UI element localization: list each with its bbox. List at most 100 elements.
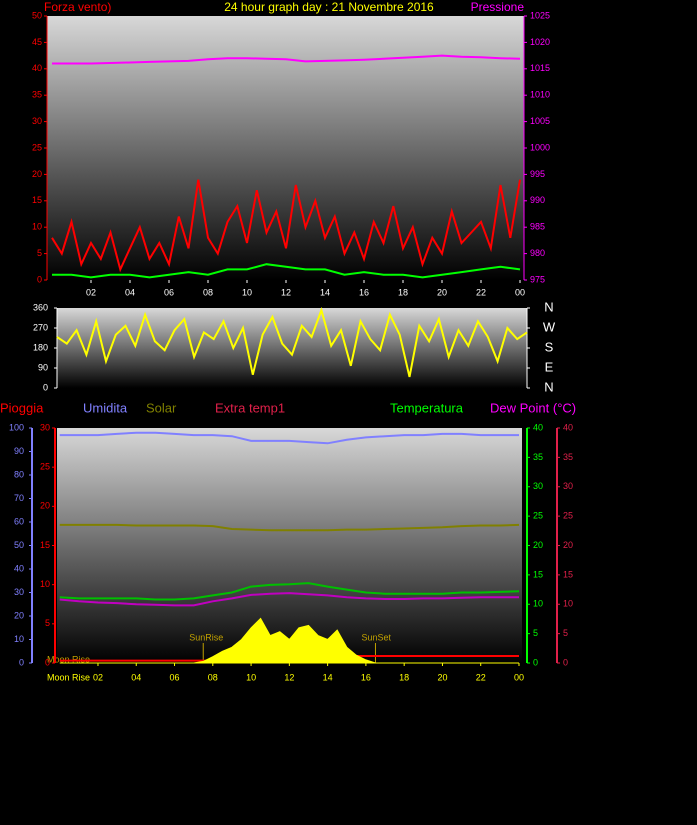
legend-entry: Dew Point (°C)	[490, 400, 576, 415]
y-tick-label: 0	[37, 274, 42, 284]
y-tick-label: 100	[9, 422, 24, 432]
y-tick-label: N	[544, 379, 553, 394]
y-tick-label: 1010	[530, 90, 550, 100]
x-tick-label: 22	[476, 287, 486, 297]
y-tick-label: 20	[14, 610, 24, 620]
x-tick-label: 16	[361, 672, 371, 682]
y-tick-label: 5	[563, 628, 568, 638]
y-tick-label: 90	[38, 362, 48, 372]
y-tick-label: 35	[32, 90, 42, 100]
y-tick-label: 0	[43, 382, 48, 392]
legend-entry: Solar	[146, 400, 177, 415]
y-tick-label: 20	[32, 169, 42, 179]
x-tick-label: 18	[399, 672, 409, 682]
y-tick-label: 20	[533, 540, 543, 550]
y-tick-label: 5	[533, 628, 538, 638]
y-tick-label: W	[543, 319, 556, 334]
y-tick-label: 15	[32, 195, 42, 205]
plot-background	[57, 428, 522, 663]
y-tick-label: 975	[530, 274, 545, 284]
y-tick-label: 985	[530, 222, 545, 232]
y-tick-label: 0	[45, 657, 50, 667]
x-tick-label: 20	[437, 672, 447, 682]
y-tick-label: E	[545, 359, 554, 374]
x-tick-label: 02	[93, 672, 103, 682]
y-tick-label: 30	[563, 481, 573, 491]
y-tick-label: 25	[533, 511, 543, 521]
y-tick-label: 980	[530, 248, 545, 258]
y-tick-label: 1020	[530, 37, 550, 47]
x-tick-label: 14	[320, 287, 330, 297]
y-tick-label: 35	[563, 452, 573, 462]
y-tick-label: 30	[40, 422, 50, 432]
y-tick-label: 40	[32, 63, 42, 73]
x-tick-label: 20	[437, 287, 447, 297]
y-tick-label: 10	[40, 579, 50, 589]
series-line	[52, 54, 521, 65]
x-tick-label: 06	[164, 287, 174, 297]
series-line	[59, 582, 520, 601]
y-tick-label: 180	[33, 342, 48, 352]
y-tick-label: N	[544, 299, 553, 314]
x-tick-label: 22	[476, 672, 486, 682]
x-tick-label: 14	[323, 672, 333, 682]
y-tick-label: 1025	[530, 10, 550, 20]
plot-background	[57, 308, 527, 388]
y-tick-label: 20	[563, 540, 573, 550]
x-tick-label: 12	[284, 672, 294, 682]
y-tick-label: 995	[530, 169, 545, 179]
y-tick-label: 25	[32, 142, 42, 152]
x-tick-label: 10	[242, 287, 252, 297]
chart-title: 24 hour graph day : 21 Novembre 2016	[224, 0, 434, 14]
y-tick-label: 35	[533, 452, 543, 462]
y-tick-label: 0	[563, 657, 568, 667]
legend-entry: Temperatura	[390, 400, 464, 415]
annotation: SunRise	[189, 632, 223, 642]
y-tick-label: 45	[32, 37, 42, 47]
moon-rise-label: Moon Rise	[47, 672, 90, 682]
y-tick-label: 60	[14, 516, 24, 526]
y-axis-label: Forza vento)	[44, 0, 111, 14]
y-tick-label: 90	[14, 446, 24, 456]
y-tick-label: 30	[32, 116, 42, 126]
series-line	[59, 592, 519, 607]
y-tick-label: 40	[563, 422, 573, 432]
y-tick-label: 30	[533, 481, 543, 491]
series-line	[56, 306, 528, 378]
y-tick-label: 15	[40, 540, 50, 550]
y-tick-label: 50	[32, 10, 42, 20]
legend-entry: Extra temp1	[215, 400, 285, 415]
x-tick-label: 12	[281, 287, 291, 297]
y-tick-label: 20	[40, 501, 50, 511]
y-tick-label: 360	[33, 302, 48, 312]
y-tick-label: S	[545, 339, 554, 354]
x-tick-label: 04	[131, 672, 141, 682]
y-tick-label: 0	[19, 657, 24, 667]
x-tick-label: 16	[359, 287, 369, 297]
y-tick-label: 25	[563, 511, 573, 521]
y-tick-label: 0	[533, 657, 538, 667]
series-line	[51, 179, 521, 273]
x-tick-label: 18	[398, 287, 408, 297]
y-tick-label: 1005	[530, 116, 550, 126]
y-tick-label: 10	[14, 634, 24, 644]
y-tick-label: 80	[14, 469, 24, 479]
y-tick-label: 1015	[530, 63, 550, 73]
legend-entry: Pioggia	[0, 400, 44, 415]
y-tick-label: 70	[14, 493, 24, 503]
legend-entry: Umidita	[83, 400, 128, 415]
series-line	[59, 523, 520, 532]
y-tick-label: 5	[37, 248, 42, 258]
x-tick-label: 06	[170, 672, 180, 682]
y-tick-label: 50	[14, 540, 24, 550]
y-tick-label: 15	[563, 569, 573, 579]
y-tick-label: 10	[533, 599, 543, 609]
moon-rise-annotation: Moon Rise	[47, 654, 90, 664]
x-tick-label: 10	[246, 672, 256, 682]
y-tick-label: 40	[533, 422, 543, 432]
y-tick-label: 5	[45, 618, 50, 628]
y-tick-label: 270	[33, 322, 48, 332]
y-tick-label: 40	[14, 563, 24, 573]
y-tick-label: 10	[32, 222, 42, 232]
